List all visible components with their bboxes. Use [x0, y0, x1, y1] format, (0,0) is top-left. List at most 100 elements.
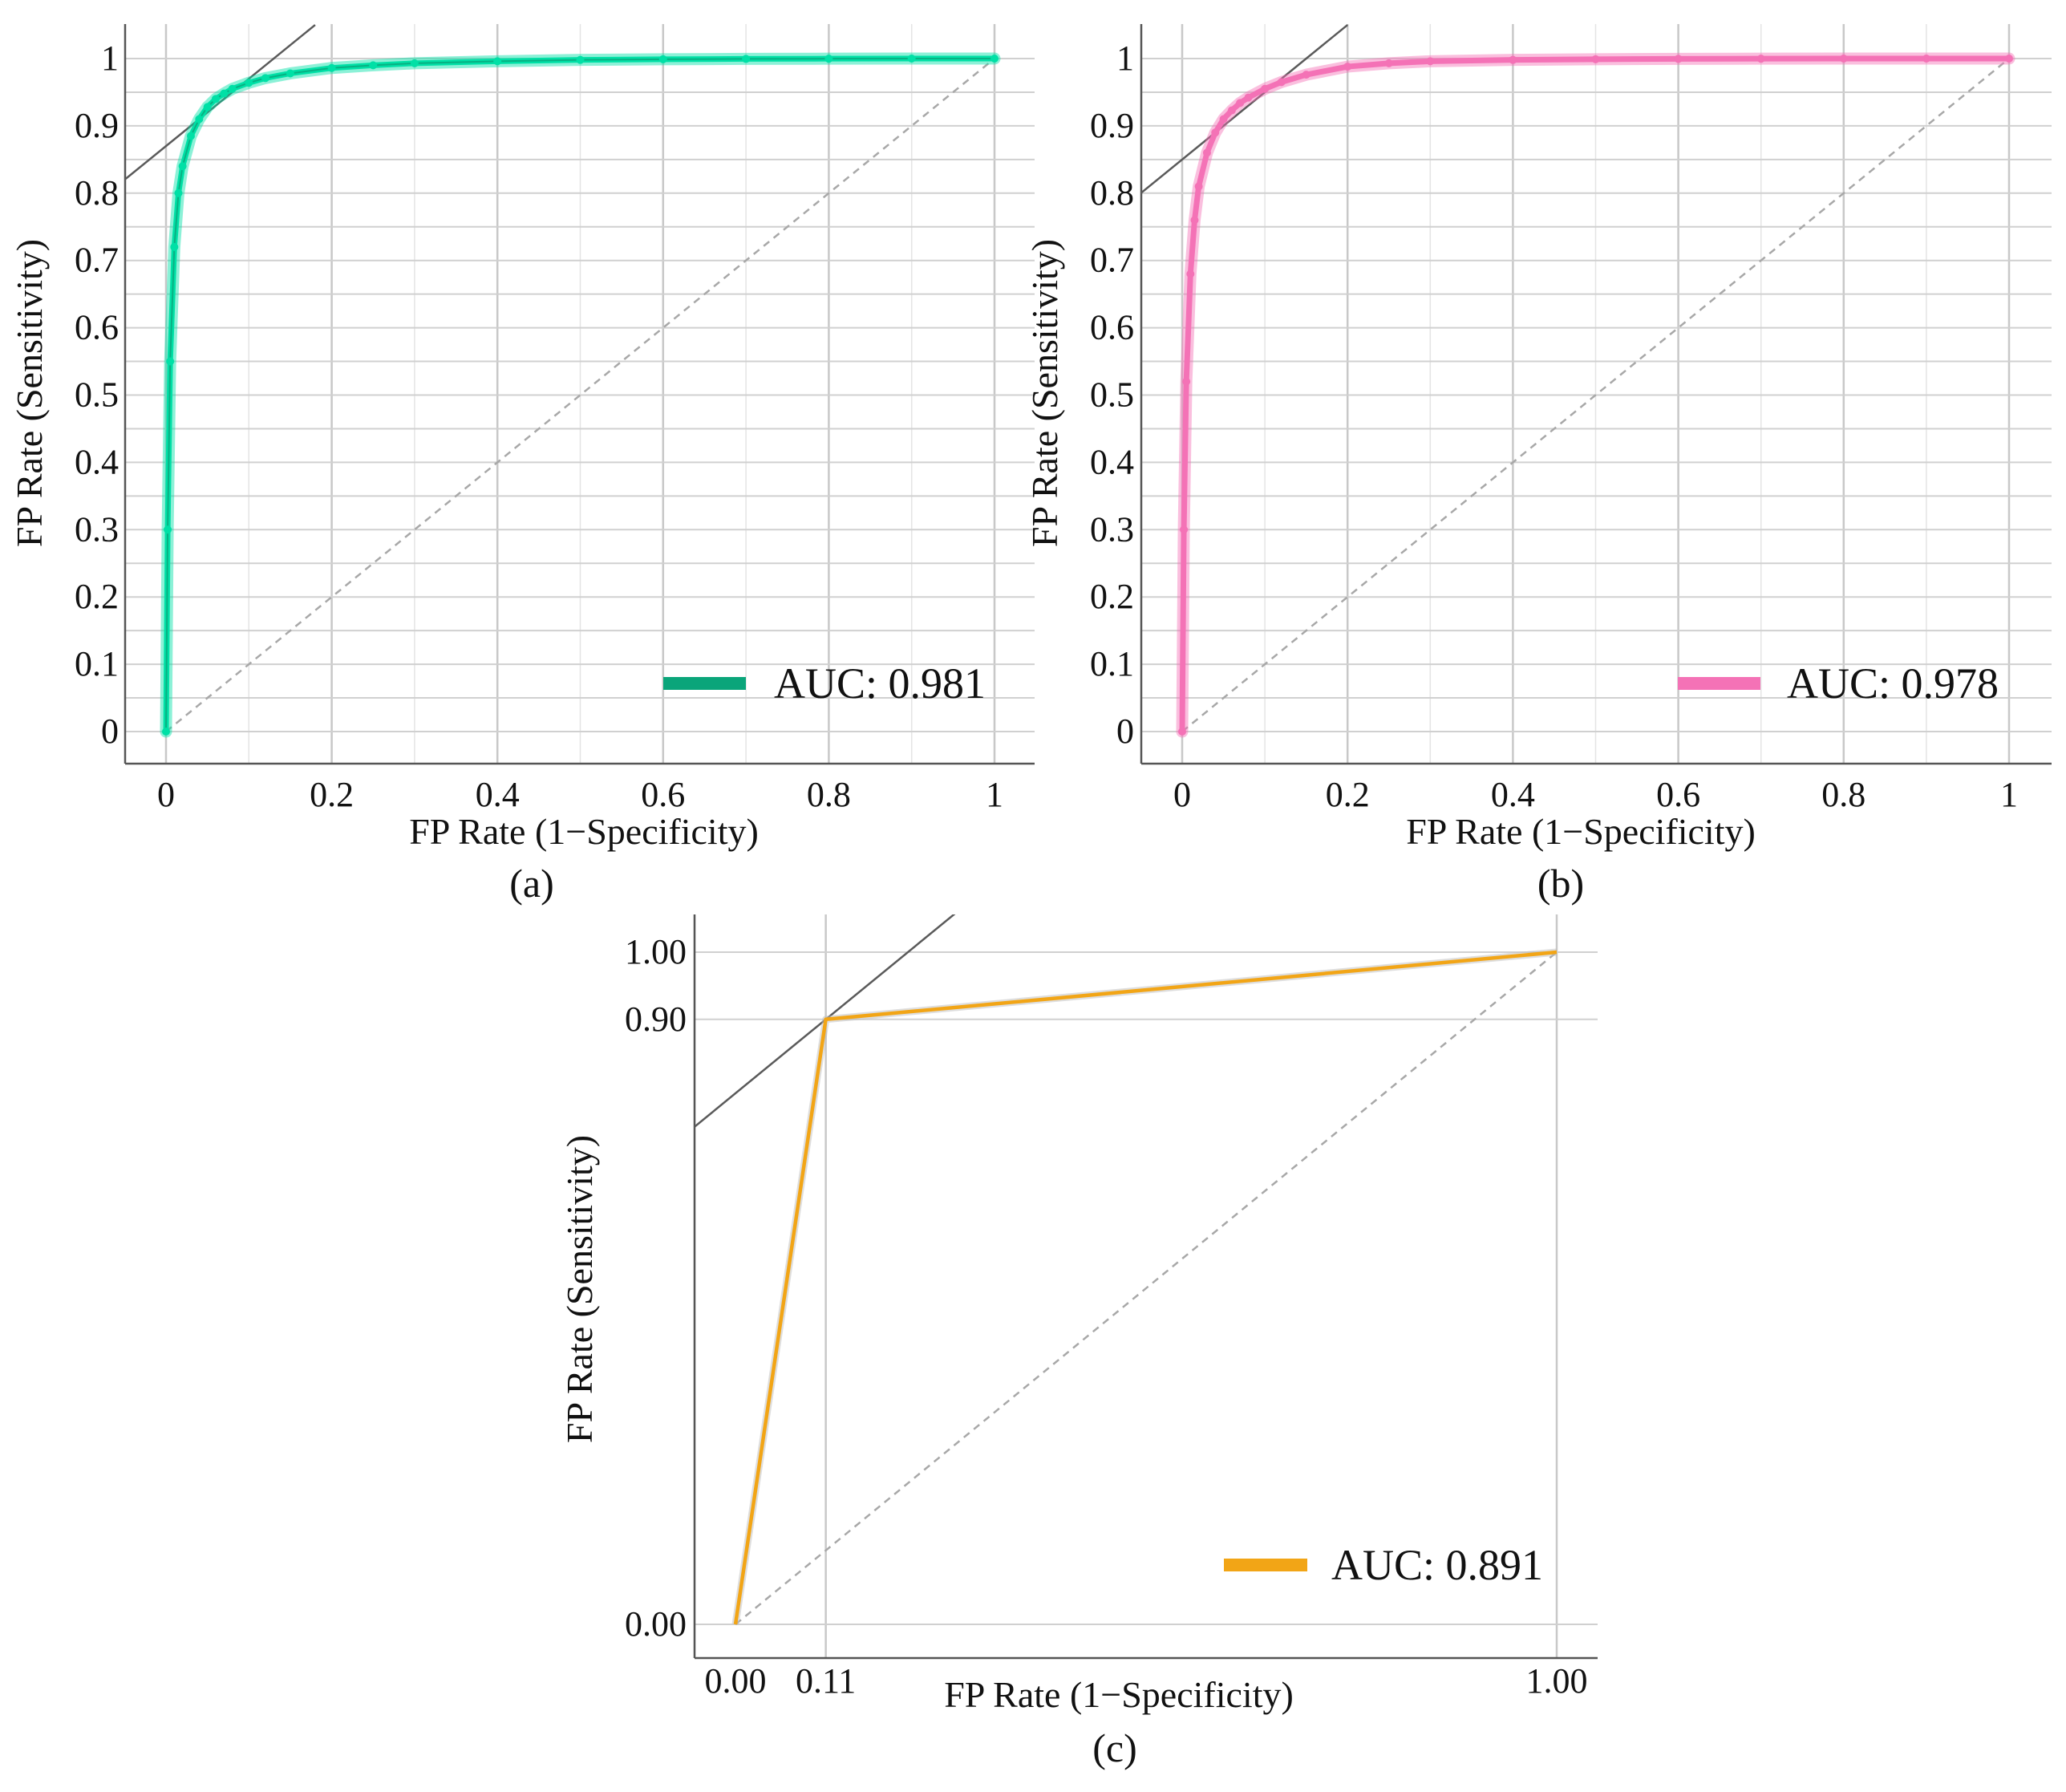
- roc-point: [1426, 57, 1435, 66]
- y-tick-label: 0.3: [75, 509, 119, 549]
- roc-point: [1178, 728, 1186, 736]
- roc-point: [410, 59, 419, 67]
- y-tick-label: 0.5: [75, 375, 119, 415]
- x-tick-label: 0.6: [1656, 775, 1700, 814]
- chart-panel-a: AUC: 0.981 0 0.2 0.4 0.6 0.8 1 0 0.1 0.2 0.3 0.4 0.5…: [9, 24, 1035, 906]
- gridlines: [125, 24, 1035, 764]
- y-axis-label: FP Rate (Sensitivity): [9, 239, 50, 547]
- roc-point: [576, 55, 585, 64]
- roc-point: [1190, 216, 1199, 225]
- y-tick-label: 0.7: [75, 241, 119, 280]
- roc-point: [1839, 55, 1848, 63]
- y-tick-label: 0.1: [75, 644, 119, 683]
- roc-point: [1219, 115, 1228, 124]
- x-tick-label: 0: [1173, 775, 1191, 814]
- roc-point: [1202, 148, 1211, 157]
- panel-label: (b): [1537, 861, 1584, 906]
- roc-point: [1591, 55, 1600, 63]
- roc-point: [1244, 93, 1253, 102]
- roc-point: [658, 55, 667, 63]
- roc-point: [907, 55, 916, 63]
- panel-label: (c): [1092, 1725, 1137, 1770]
- roc-point: [1227, 106, 1236, 115]
- y-tick-label: 0.90: [625, 999, 687, 1039]
- y-tick-label: 0.9: [1090, 106, 1134, 145]
- y-axis-label: FP Rate (Sensitivity): [1024, 239, 1065, 547]
- roc-point: [220, 89, 229, 98]
- x-tick-label: 0.2: [1326, 775, 1370, 814]
- tangent-line: [1141, 24, 1348, 194]
- y-axis-label: FP Rate (Sensitivity): [559, 1135, 600, 1443]
- x-tick-label: 0.8: [1821, 775, 1865, 814]
- roc-point: [1922, 55, 1930, 63]
- y-tick-label: 0.1: [1090, 644, 1134, 683]
- y-tick-label: 1.00: [625, 932, 687, 971]
- roc-point: [1182, 377, 1191, 386]
- roc-point: [1236, 99, 1245, 107]
- y-tick-label: 0.6: [1090, 308, 1134, 347]
- roc-point: [261, 74, 269, 83]
- y-tick-label: 0.6: [75, 308, 119, 347]
- roc-point: [228, 84, 237, 93]
- x-tick-label: 1: [2000, 775, 2018, 814]
- x-tick-label: 0.11: [796, 1661, 856, 1701]
- x-axis-label: FP Rate (1−Specificity): [1406, 811, 1756, 852]
- roc-point: [245, 79, 253, 87]
- x-tick-label: 0.00: [705, 1661, 767, 1701]
- x-tick-label: 0.4: [1491, 775, 1535, 814]
- y-tick-label: 0.2: [75, 577, 119, 616]
- reference-diagonal: [165, 58, 995, 732]
- x-tick-label: 1: [986, 775, 1003, 814]
- roc-point: [178, 162, 187, 171]
- roc-point: [203, 103, 212, 111]
- y-tick-label: 0.00: [625, 1604, 687, 1644]
- roc-point: [990, 55, 999, 63]
- roc-point: [1186, 270, 1195, 278]
- x-tick-label: 0.6: [641, 775, 685, 814]
- x-tick-label: 0: [157, 775, 175, 814]
- reference-diagonal: [735, 951, 1558, 1625]
- roc-point: [1194, 182, 1203, 191]
- roc-point: [824, 55, 833, 63]
- y-tick-label: 0.7: [1090, 241, 1134, 280]
- roc-point: [369, 61, 378, 70]
- legend-label: AUC: 0.891: [1331, 1541, 1543, 1589]
- roc-point: [742, 55, 751, 63]
- panel-label: (a): [509, 861, 554, 906]
- y-tick-label: 0.2: [1090, 577, 1134, 616]
- roc-point: [186, 132, 195, 140]
- y-tick-label: 0: [1116, 712, 1134, 751]
- roc-point: [1509, 55, 1517, 64]
- x-axis-label: FP Rate (1−Specificity): [409, 811, 759, 852]
- roc-point: [1261, 84, 1270, 93]
- x-tick-label: 0.2: [310, 775, 354, 814]
- y-tick-label: 0.8: [75, 173, 119, 213]
- roc-point: [174, 189, 183, 197]
- y-tick-label: 0.3: [1090, 509, 1134, 549]
- roc-point: [195, 115, 204, 124]
- y-tick-label: 1: [101, 39, 119, 78]
- roc-point: [286, 69, 294, 78]
- gridlines: [1141, 24, 2052, 764]
- roc-point: [493, 57, 502, 66]
- roc-point: [1211, 128, 1220, 137]
- y-tick-label: 1: [1116, 39, 1134, 78]
- y-tick-label: 0.5: [1090, 375, 1134, 415]
- y-tick-label: 0.4: [1090, 442, 1134, 481]
- roc-point: [1180, 525, 1189, 534]
- roc-point: [162, 728, 170, 736]
- roc-point: [164, 525, 172, 534]
- y-tick-label: 0.9: [75, 106, 119, 145]
- roc-point: [1674, 55, 1683, 63]
- roc-point: [1343, 63, 1352, 71]
- y-tick-label: 0.4: [75, 442, 119, 481]
- legend-label: AUC: 0.981: [774, 659, 986, 707]
- legend-label: AUC: 0.978: [1787, 659, 1999, 707]
- roc-point: [327, 63, 336, 72]
- x-tick-label: 0.4: [476, 775, 520, 814]
- roc-point: [170, 242, 179, 251]
- roc-point: [211, 95, 220, 103]
- x-tick-label: 0.8: [807, 775, 851, 814]
- roc-curve: [733, 950, 1558, 1625]
